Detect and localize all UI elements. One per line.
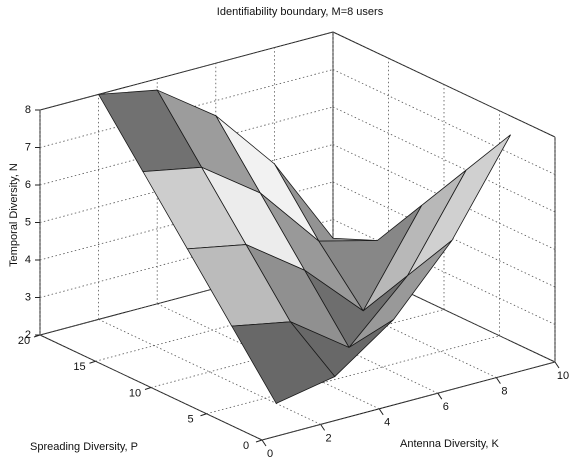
y-tick bbox=[89, 360, 96, 364]
grid-line bbox=[39, 334, 263, 441]
z-tick-label: 4 bbox=[25, 254, 31, 266]
grid-line bbox=[98, 319, 321, 425]
grid-line bbox=[39, 144, 334, 223]
z-tick-label: 3 bbox=[25, 291, 31, 303]
grid-line bbox=[332, 181, 556, 288]
grid-line bbox=[332, 31, 556, 138]
x-tick-label: 6 bbox=[443, 401, 449, 413]
x-tick-label: 2 bbox=[326, 432, 332, 444]
z-axis-label: Temporal Diversity, N bbox=[8, 163, 20, 267]
grid-line bbox=[332, 144, 556, 250]
x-tick bbox=[320, 424, 326, 431]
y-axis-label: Spreading Diversity, P bbox=[30, 441, 138, 453]
surface-patch bbox=[231, 321, 336, 404]
x-tick-label: 0 bbox=[267, 448, 273, 460]
z-tick-label: 8 bbox=[25, 104, 31, 116]
x-tick bbox=[261, 439, 267, 447]
y-tick-label: 15 bbox=[73, 361, 85, 373]
y-tick bbox=[200, 413, 207, 417]
grid-line bbox=[39, 69, 334, 148]
z-tick-label: 2 bbox=[25, 329, 31, 341]
grid-line bbox=[332, 106, 556, 213]
grid-line bbox=[150, 309, 445, 388]
z-tick-label: 6 bbox=[25, 179, 31, 191]
z-tick-label: 5 bbox=[25, 216, 31, 228]
grid-line bbox=[332, 219, 556, 325]
grid-line bbox=[157, 303, 380, 410]
y-tick-label: 0 bbox=[243, 440, 249, 452]
x-tick bbox=[437, 392, 443, 400]
x-tick-label: 10 bbox=[557, 370, 569, 382]
x-tick bbox=[378, 408, 384, 416]
grid-line bbox=[332, 69, 556, 175]
grid-line bbox=[39, 106, 334, 186]
y-tick-label: 10 bbox=[129, 387, 141, 399]
grid-line bbox=[206, 335, 500, 415]
y-tick bbox=[144, 387, 152, 390]
y-tick-label: 20 bbox=[18, 335, 30, 347]
x-tick bbox=[495, 377, 501, 384]
chart-title: Identifiability boundary, M=8 users bbox=[217, 6, 384, 18]
grid-line bbox=[39, 31, 334, 111]
x-tick-label: 8 bbox=[501, 386, 507, 398]
z-tick-label: 7 bbox=[25, 141, 31, 153]
y-tick-label: 5 bbox=[187, 414, 193, 426]
x-axis-label: Antenna Diversity, K bbox=[400, 438, 500, 450]
y-tick bbox=[255, 439, 263, 443]
x-tick-label: 4 bbox=[384, 417, 390, 429]
grid-line bbox=[261, 361, 556, 441]
x-tick bbox=[554, 361, 560, 369]
